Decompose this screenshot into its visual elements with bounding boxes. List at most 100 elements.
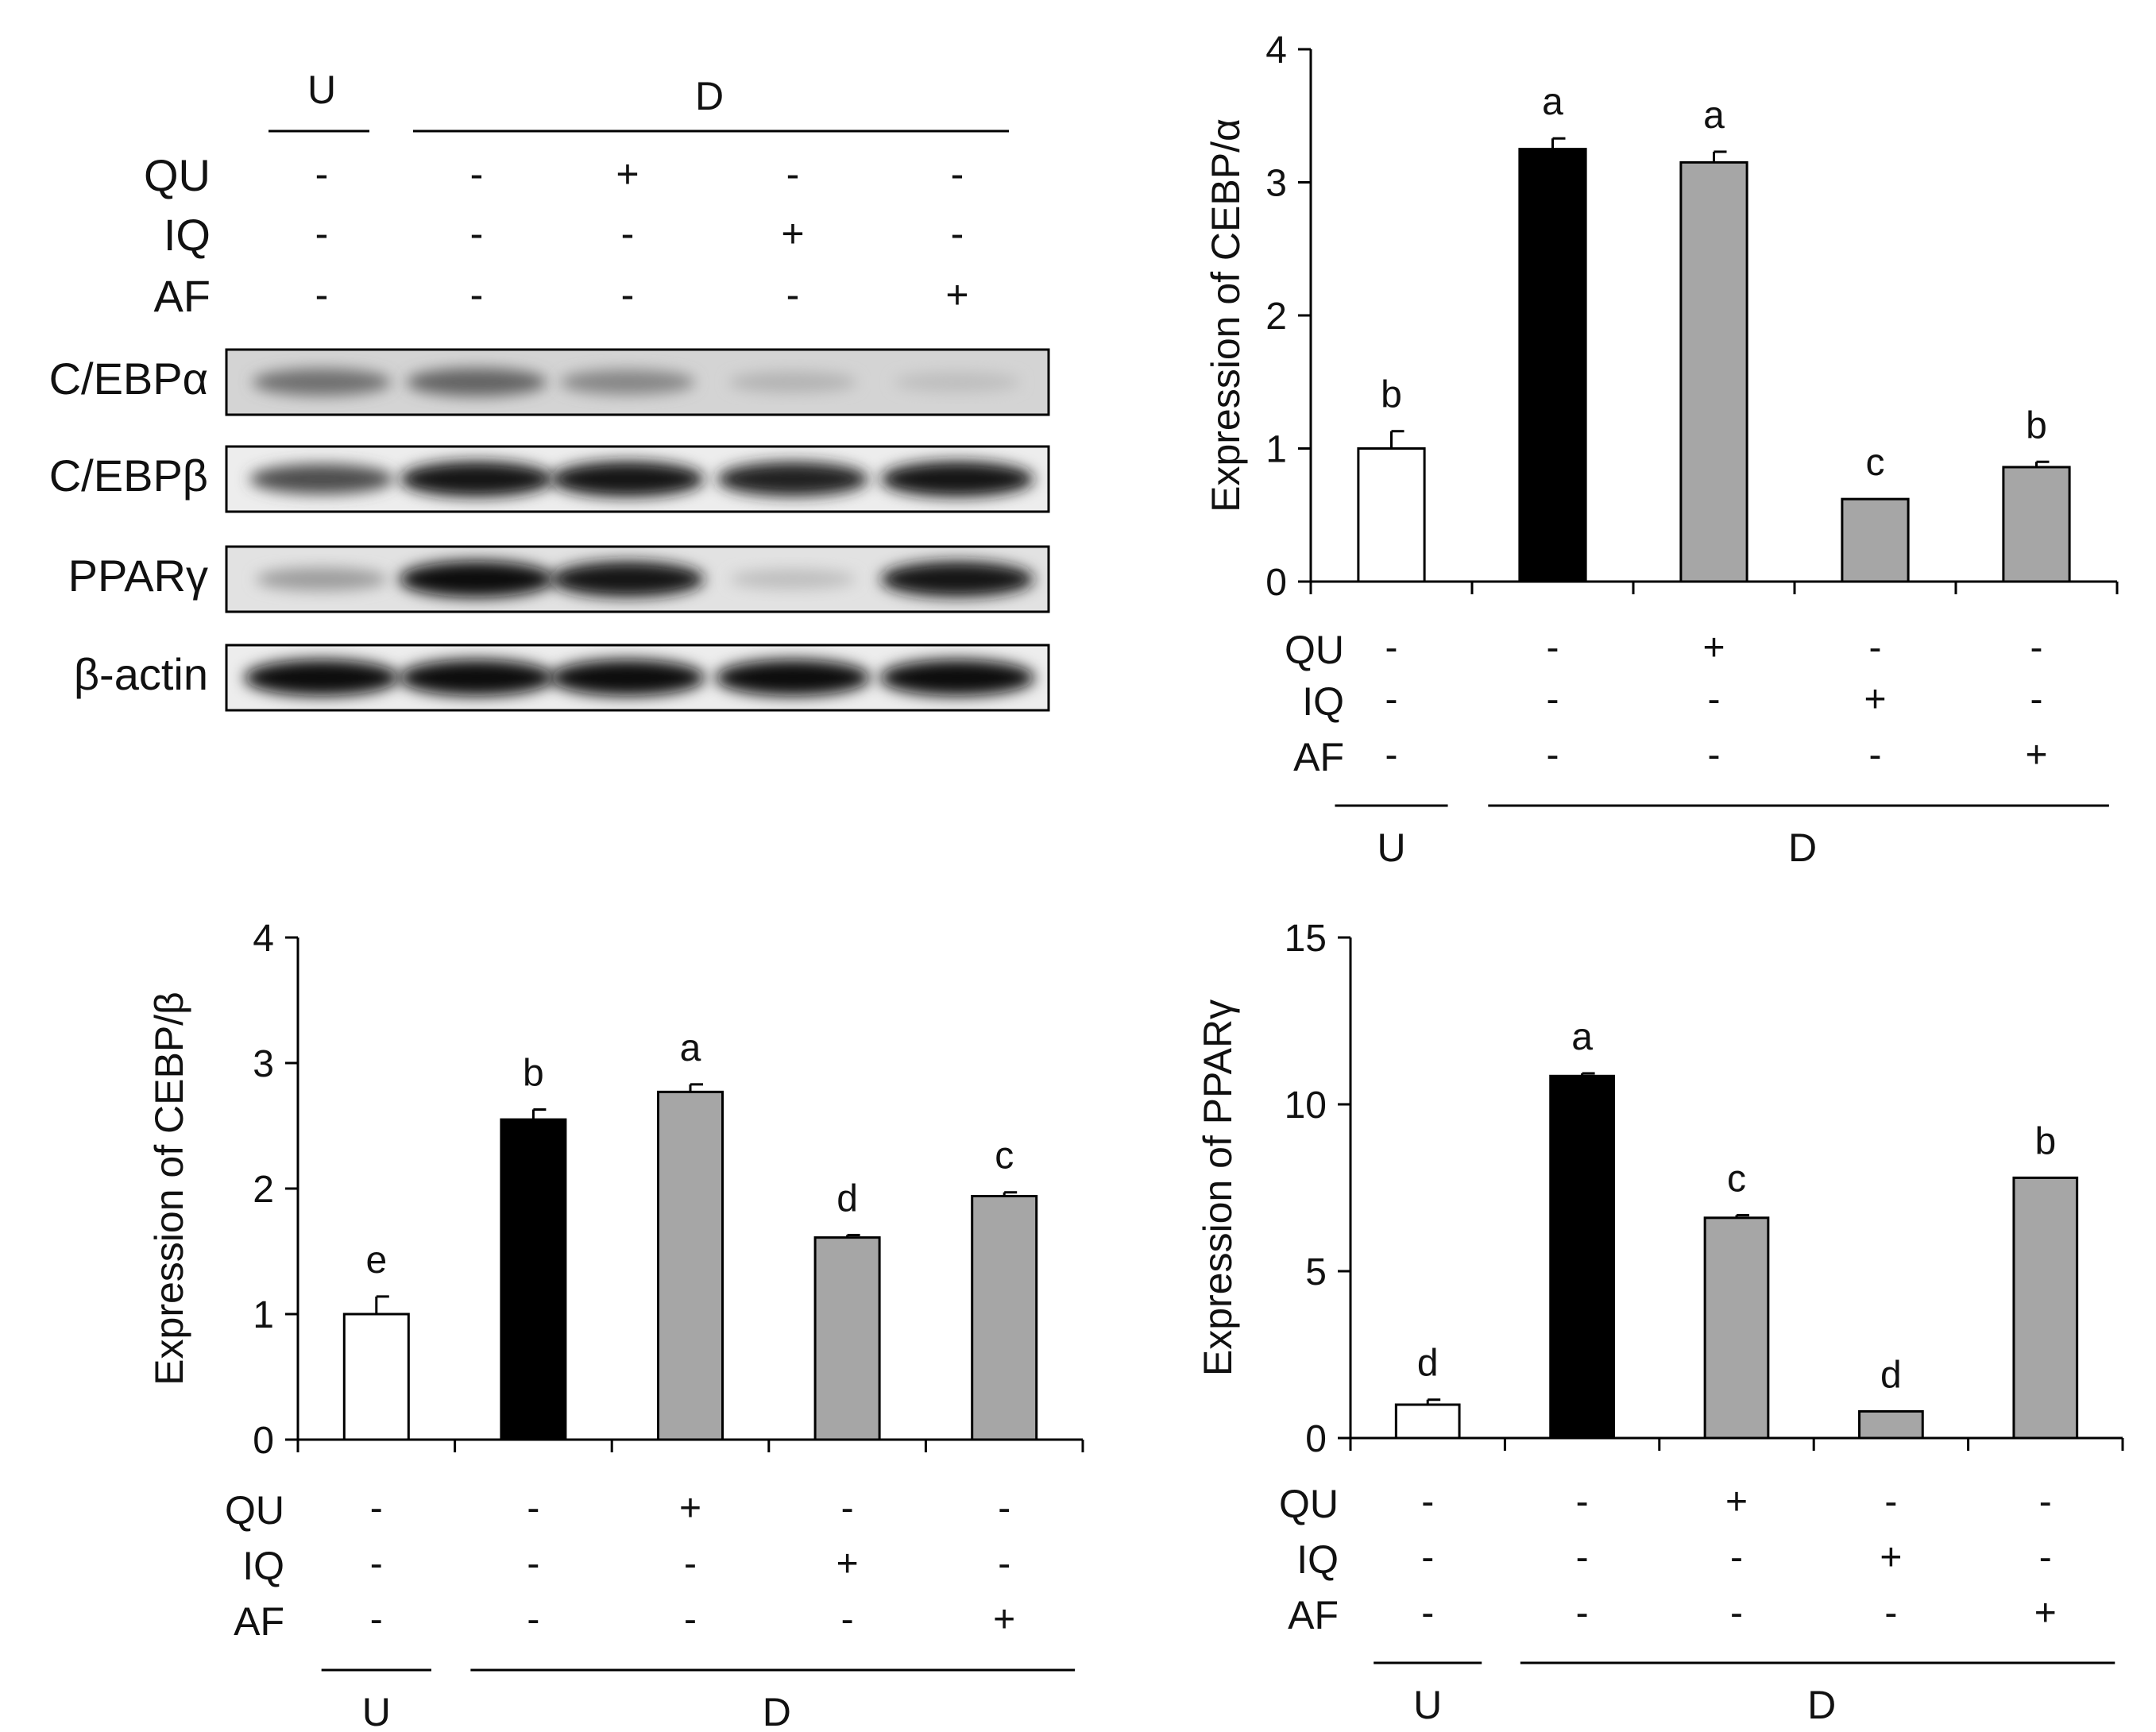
condition-sign: +	[993, 1599, 1015, 1641]
significance-letter: d	[1880, 1354, 1902, 1396]
blot-condition-label-iq: IQ	[164, 210, 211, 260]
blot-band	[249, 463, 394, 495]
group-label-d: D	[1788, 825, 1817, 870]
blot-band	[717, 462, 869, 497]
blot-sign: +	[781, 211, 804, 256]
condition-sign: -	[998, 1487, 1010, 1529]
blot-sign: -	[470, 152, 484, 196]
condition-sign: -	[1869, 734, 1882, 776]
condition-sign: -	[2039, 1481, 2052, 1523]
blot-strip-group: C/EBPα	[49, 348, 1050, 416]
group-label-d: D	[763, 1690, 791, 1728]
blot-band	[256, 567, 388, 591]
y-tick-label: 0	[1265, 562, 1287, 604]
condition-sign: -	[1869, 627, 1882, 669]
condition-sign: -	[841, 1599, 854, 1641]
y-tick-label: 4	[1265, 29, 1287, 72]
condition-sign: -	[1576, 1481, 1589, 1523]
blot-band	[551, 561, 705, 597]
bar	[1549, 1074, 1615, 1440]
western-blot-figure: U D QU - - + - - IQ - - - + - AF - - - - + C/EBPα C/EBPβ PPARγ…	[49, 68, 1050, 712]
condition-sign: +	[1725, 1481, 1748, 1523]
condition-label-iq: IQ	[1296, 1537, 1339, 1582]
significance-letter: a	[1571, 1016, 1593, 1058]
blot-condition-label-qu: QU	[144, 150, 211, 200]
bar	[342, 1313, 410, 1441]
significance-letter: d	[1417, 1343, 1439, 1385]
blot-sign: -	[621, 211, 635, 256]
condition-sign: -	[1730, 1537, 1743, 1579]
blot-sign: -	[315, 211, 329, 256]
blot-strip-group: C/EBPβ	[49, 445, 1050, 513]
condition-sign: +	[2034, 1592, 2057, 1634]
condition-sign: -	[370, 1487, 383, 1529]
group-label-u: U	[1377, 825, 1405, 870]
chart-ppar-gamma: 0 5 10 15 Expression of PPARγ d a c d b QU - - + - - IQ -…	[1196, 918, 2124, 1727]
blot-band	[399, 659, 554, 696]
condition-sign: -	[1385, 678, 1398, 721]
condition-sign: -	[1730, 1592, 1743, 1634]
condition-sign: -	[1421, 1592, 1434, 1634]
significance-letter: a	[1542, 81, 1563, 123]
y-axis-label: Expression of CEBP/β	[147, 992, 191, 1386]
significance-letter: c	[1866, 442, 1885, 484]
condition-sign: -	[1576, 1537, 1589, 1579]
condition-sign: -	[1884, 1592, 1897, 1634]
blot-group-label-u: U	[307, 68, 336, 112]
condition-sign: -	[370, 1543, 383, 1585]
blot-group-label-d: D	[695, 74, 724, 118]
condition-sign: +	[2025, 734, 2047, 776]
blot-protein-label: PPARγ	[68, 551, 208, 601]
condition-label-af: AF	[1288, 1593, 1339, 1637]
blot-band	[551, 461, 705, 497]
blot-band	[715, 659, 871, 696]
blot-sign: -	[951, 211, 964, 256]
condition-sign: -	[1547, 734, 1559, 776]
chart-cebp-beta: 0 1 2 3 4 Expression of CEBP/β e b a d c QU - - + - - IQ -…	[147, 918, 1084, 1732]
y-tick-label: 2	[1265, 296, 1287, 338]
bar	[1394, 1403, 1461, 1440]
bar	[1858, 1409, 1924, 1440]
bar	[1679, 160, 1748, 583]
condition-sign: -	[998, 1543, 1010, 1585]
blot-sign: +	[945, 273, 968, 317]
condition-sign: +	[1702, 627, 1725, 669]
condition-sign: -	[1547, 627, 1559, 669]
y-tick-label: 2	[253, 1169, 274, 1211]
significance-letter: b	[1381, 374, 1402, 416]
blot-band	[880, 461, 1034, 497]
condition-sign: -	[527, 1543, 539, 1585]
blot-sign: -	[621, 273, 635, 317]
condition-label-af: AF	[234, 1599, 284, 1644]
condition-sign: -	[2030, 627, 2043, 669]
condition-sign: -	[370, 1599, 383, 1641]
y-tick-label: 0	[1305, 1418, 1327, 1460]
blot-sign: -	[315, 152, 329, 196]
blot-sign: +	[616, 152, 639, 196]
y-tick-label: 5	[1305, 1251, 1327, 1293]
y-tick-label: 1	[253, 1294, 274, 1336]
significance-letter: c	[995, 1135, 1014, 1177]
chart-cebp-alpha-panel: 0 1 2 3 4 Expression of CEBP/α b a a c b QU - - + - - IQ -…	[1200, 0, 2156, 874]
condition-sign: -	[684, 1599, 697, 1641]
condition-sign: -	[527, 1599, 539, 1641]
group-label-u: U	[1413, 1683, 1442, 1727]
condition-sign: -	[1576, 1592, 1589, 1634]
significance-letter: b	[523, 1052, 544, 1094]
blot-band	[879, 659, 1035, 696]
condition-label-qu: QU	[1285, 628, 1344, 672]
condition-label-qu: QU	[1279, 1482, 1339, 1526]
blot-band	[559, 369, 696, 395]
blot-sign: -	[470, 211, 484, 256]
blot-sign: -	[951, 152, 964, 196]
group-label-u: U	[362, 1690, 391, 1728]
condition-sign: -	[684, 1543, 697, 1585]
chart-cebp-beta-panel: 0 1 2 3 4 Expression of CEBP/β e b a d c QU - - + - - IQ -…	[143, 906, 1120, 1732]
bar	[1518, 148, 1587, 583]
condition-label-qu: QU	[225, 1488, 284, 1533]
condition-label-iq: IQ	[242, 1544, 284, 1588]
condition-sign: -	[1884, 1481, 1897, 1523]
blot-protein-label: β-actin	[74, 649, 208, 699]
blot-sign: -	[315, 273, 329, 317]
